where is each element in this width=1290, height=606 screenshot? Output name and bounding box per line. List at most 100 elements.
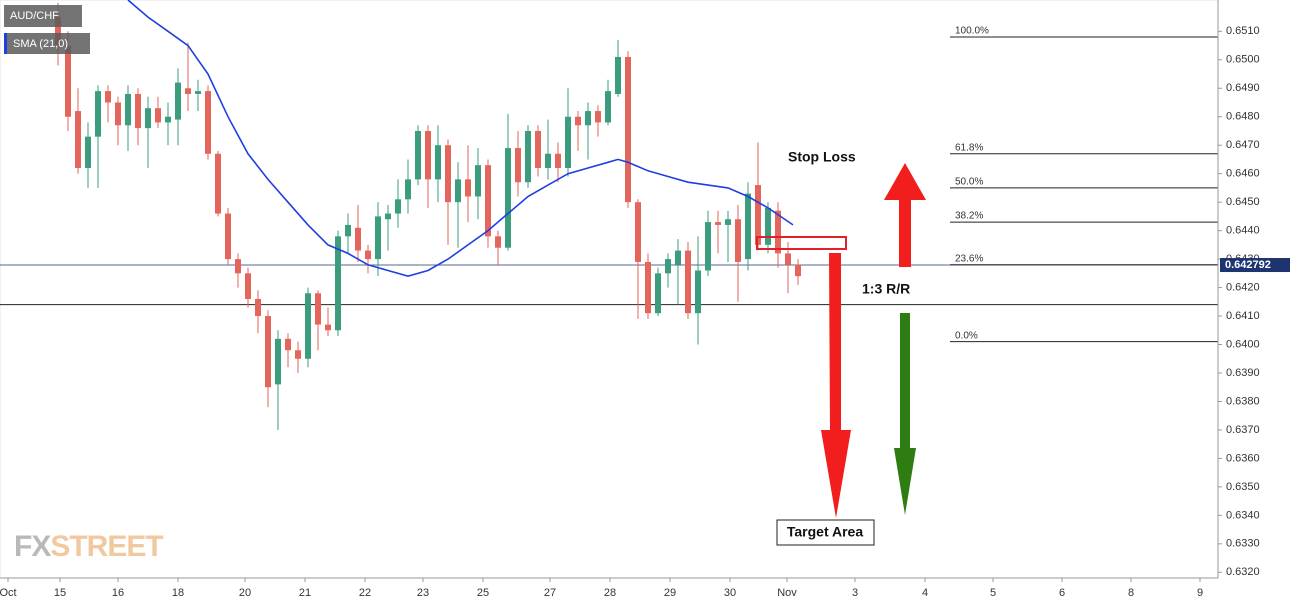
x-tick-label: 15 bbox=[54, 587, 66, 599]
candle-body bbox=[595, 111, 601, 123]
candle-body bbox=[295, 350, 301, 359]
candle-body bbox=[205, 91, 211, 154]
candle-body bbox=[635, 202, 641, 262]
candle-body bbox=[315, 293, 321, 325]
candle-body bbox=[385, 213, 391, 220]
y-tick-label: 0.6410 bbox=[1226, 310, 1260, 322]
y-tick-label: 0.6480 bbox=[1226, 111, 1260, 123]
candle-body bbox=[365, 250, 371, 260]
candle-body bbox=[75, 111, 81, 168]
candle-body bbox=[735, 219, 741, 262]
candle-body bbox=[335, 236, 341, 331]
y-tick-label: 0.6460 bbox=[1226, 168, 1260, 180]
candle-body bbox=[505, 148, 511, 248]
up-arrow bbox=[884, 163, 926, 267]
y-tick-label: 0.6440 bbox=[1226, 225, 1260, 237]
candle-body bbox=[405, 179, 411, 200]
candle-body bbox=[105, 91, 111, 103]
candle-body bbox=[705, 222, 711, 271]
candle-body bbox=[655, 273, 661, 314]
candle-body bbox=[265, 316, 271, 388]
legend-title: AUD/CHF bbox=[10, 10, 59, 22]
candle-body bbox=[115, 102, 121, 126]
candle-body bbox=[695, 270, 701, 314]
candle-body bbox=[675, 250, 681, 265]
y-tick-label: 0.6510 bbox=[1226, 25, 1260, 37]
fib-label: 23.6% bbox=[955, 253, 983, 264]
candle-body bbox=[375, 216, 381, 260]
candle-body bbox=[155, 108, 161, 123]
candle-body bbox=[275, 338, 281, 385]
candle-body bbox=[725, 219, 731, 225]
y-tick-label: 0.6490 bbox=[1226, 82, 1260, 94]
candle-body bbox=[425, 130, 431, 180]
y-tick-label: 0.6390 bbox=[1226, 367, 1260, 379]
candle-body bbox=[255, 298, 261, 317]
candle-body bbox=[465, 179, 471, 197]
candle-body bbox=[305, 293, 311, 359]
candle-body bbox=[685, 250, 691, 314]
candle-body bbox=[175, 82, 181, 120]
candle-body bbox=[535, 130, 541, 168]
fib-label: 0.0% bbox=[955, 330, 978, 341]
candle-body bbox=[625, 56, 631, 203]
x-tick-label: 3 bbox=[852, 587, 858, 599]
fib-label: 38.2% bbox=[955, 211, 983, 222]
candle-body bbox=[585, 111, 591, 126]
candle-body bbox=[645, 261, 651, 314]
legend-label: SMA (21,0) bbox=[13, 38, 68, 50]
candle-body bbox=[225, 213, 231, 260]
candle-body bbox=[485, 165, 491, 237]
green-arrow bbox=[894, 313, 916, 515]
price-tag bbox=[1220, 258, 1290, 273]
y-tick-label: 0.6400 bbox=[1226, 338, 1260, 350]
candle-body bbox=[355, 227, 361, 251]
candle-body bbox=[185, 88, 191, 94]
target-box bbox=[776, 519, 875, 546]
candle-body bbox=[135, 93, 141, 129]
candle-body bbox=[555, 153, 561, 168]
x-tick-label: 23 bbox=[417, 587, 429, 599]
candle-body bbox=[565, 116, 571, 168]
x-tick-label: 16 bbox=[112, 587, 124, 599]
fib-label: 50.0% bbox=[955, 177, 983, 188]
candle-body bbox=[415, 130, 421, 180]
candle-body bbox=[325, 324, 331, 331]
candle-body bbox=[455, 179, 461, 203]
candle-body bbox=[345, 224, 351, 237]
candle-body bbox=[525, 130, 531, 183]
candle-body bbox=[55, 17, 61, 46]
candle-body bbox=[475, 165, 481, 197]
candle-body bbox=[95, 91, 101, 137]
x-tick-label: 8 bbox=[1128, 587, 1134, 599]
watermark: FXSTREET bbox=[14, 530, 163, 563]
fib-label: 61.8% bbox=[955, 142, 983, 153]
x-tick-label: 30 bbox=[724, 587, 736, 599]
candle-body bbox=[65, 45, 71, 117]
y-tick-label: 0.6450 bbox=[1226, 196, 1260, 208]
candle-body bbox=[615, 56, 621, 94]
plot-area bbox=[0, 0, 1219, 579]
candle-body bbox=[235, 259, 241, 274]
x-tick-label: 18 bbox=[172, 587, 184, 599]
candle-body bbox=[495, 236, 501, 248]
candle-body bbox=[775, 210, 781, 254]
candle-body bbox=[165, 116, 171, 123]
y-tick-label: 0.6500 bbox=[1226, 54, 1260, 66]
candle-body bbox=[245, 273, 251, 299]
x-tick-label: 5 bbox=[990, 587, 996, 599]
watermark-prefix: FX bbox=[14, 530, 51, 563]
candle-body bbox=[665, 259, 671, 274]
fib-label: 100.0% bbox=[955, 26, 989, 37]
sma-line bbox=[127, 0, 794, 278]
y-tick-label: 0.6360 bbox=[1226, 452, 1260, 464]
candle-body bbox=[85, 136, 91, 168]
candle-body bbox=[145, 108, 151, 129]
x-tick-label: Nov bbox=[777, 587, 797, 599]
y-tick-label: 0.6320 bbox=[1226, 566, 1260, 578]
candle-body bbox=[765, 207, 771, 245]
legend-box bbox=[4, 33, 90, 54]
y-tick-label: 0.6370 bbox=[1226, 424, 1260, 436]
candle-body bbox=[755, 185, 761, 245]
x-tick-label: 25 bbox=[477, 587, 489, 599]
